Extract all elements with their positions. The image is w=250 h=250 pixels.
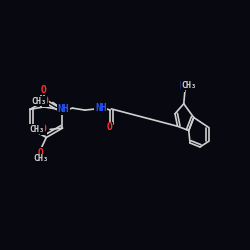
Text: CH₃: CH₃ xyxy=(33,154,48,163)
Text: O: O xyxy=(41,124,47,134)
Text: O: O xyxy=(41,84,47,94)
Text: O: O xyxy=(38,148,44,158)
Text: CH₃: CH₃ xyxy=(32,97,46,106)
Text: CH₃: CH₃ xyxy=(181,81,196,90)
Text: NH: NH xyxy=(95,102,107,113)
Text: N: N xyxy=(179,81,185,91)
Text: CH₃: CH₃ xyxy=(29,125,44,134)
Text: O: O xyxy=(107,122,113,132)
Text: O: O xyxy=(43,96,49,106)
Text: NH: NH xyxy=(58,104,69,115)
